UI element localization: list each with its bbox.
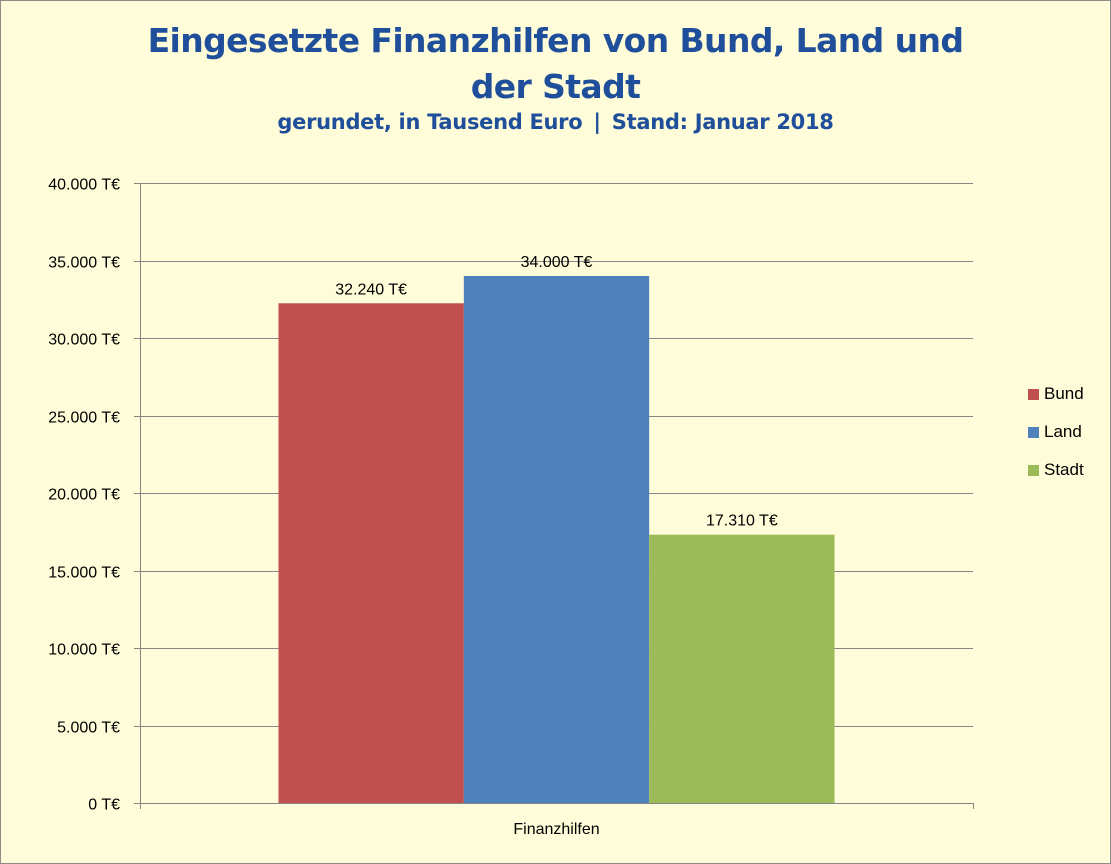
legend-label: Land (1044, 422, 1082, 441)
legend-item-stadt: Stadt (1028, 451, 1084, 489)
data-label-bund: 32.240 T€ (335, 281, 407, 298)
chart-subtitle: gerundet, in Tausend Euro | Stand: Janua… (277, 110, 834, 134)
data-label-land: 34.000 T€ (521, 254, 593, 271)
x-category-label: Finanzhilfen (513, 821, 599, 838)
y-tick-label: 35.000 T€ (48, 255, 120, 272)
bars (278, 276, 835, 803)
legend-label: Stadt (1044, 460, 1084, 479)
chart-title-line-1: Eingesetzte Finanzhilfen von Bund, Land … (147, 21, 964, 60)
legend-swatch (1028, 464, 1039, 476)
axes (134, 183, 974, 809)
y-tick-label: 20.000 T€ (48, 487, 120, 504)
chart-title-line-2: der Stadt (470, 67, 641, 106)
y-tick-label: 15.000 T€ (48, 565, 120, 582)
y-tick-label: 0 T€ (88, 797, 120, 814)
bar-bund (278, 303, 464, 803)
bar-land (463, 276, 650, 803)
y-tick-label: 30.000 T€ (48, 332, 120, 349)
legend-label: Bund (1044, 384, 1084, 403)
chart-title: Eingesetzte Finanzhilfen von Bund, Land … (0, 18, 1111, 110)
y-tick-label: 40.000 T€ (48, 177, 120, 194)
y-tick-label: 5.000 T€ (57, 720, 120, 737)
y-tick-label: 10.000 T€ (48, 642, 120, 659)
y-tick-label: 25.000 T€ (48, 410, 120, 427)
labels: 0 T€ 5.000 T€ 10.000 T€ 15.000 T€ 20.000 T€ 2… (48, 177, 778, 839)
legend-item-bund: Bund (1028, 375, 1084, 413)
legend-swatch (1028, 426, 1039, 438)
bar-stadt (649, 534, 835, 803)
legend: Bund Land Stadt (1028, 383, 1084, 497)
legend-item-land: Land (1028, 413, 1084, 451)
data-label-stadt: 17.310 T€ (706, 513, 778, 530)
legend-swatch (1028, 388, 1039, 400)
